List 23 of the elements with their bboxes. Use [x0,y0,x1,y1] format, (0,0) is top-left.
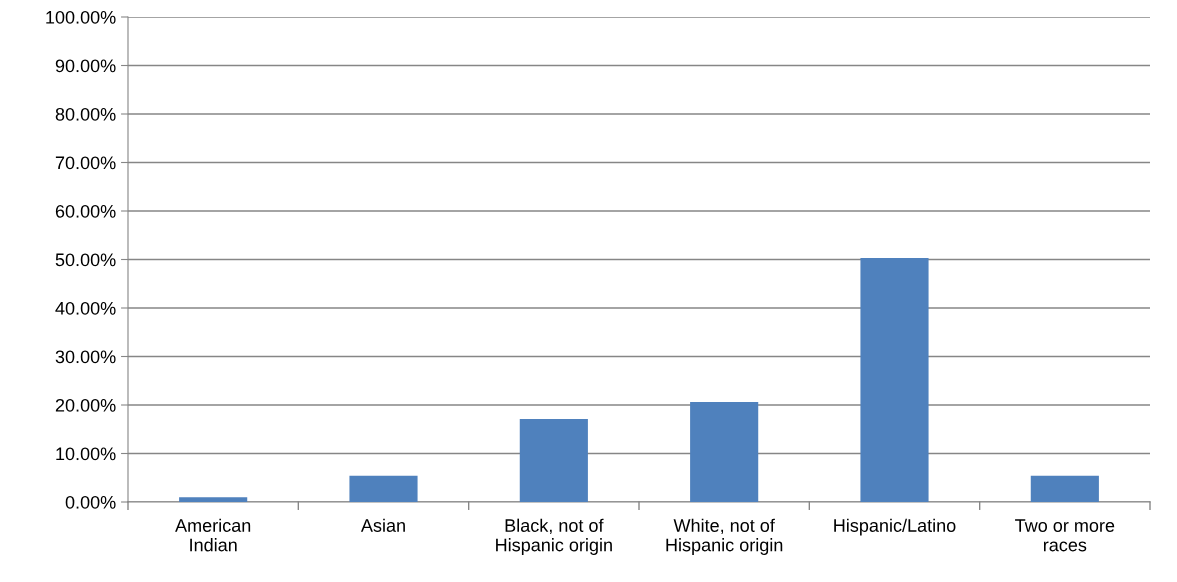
y-tick-label: 100.00% [46,10,116,24]
bar [860,258,929,502]
y-tick-label: 40.00% [55,301,116,315]
y-tick-label: 70.00% [55,156,116,170]
bar [179,497,248,502]
y-tick-label: 20.00% [55,398,116,412]
bar [690,402,759,502]
y-tick-label: 0.00% [65,495,116,509]
y-tick-label: 90.00% [55,59,116,73]
x-tick-label: Black, not of Hispanic origin [496,518,612,555]
x-tick-label: Hispanic/Latino [834,518,956,536]
y-tick-label: 30.00% [55,350,116,364]
y-tick-label: 60.00% [55,204,116,218]
x-tick-label: Asian [360,518,405,532]
y-tick-label: 10.00% [56,447,116,461]
bar [519,419,588,502]
bar [349,475,418,502]
y-tick-label: 80.00% [55,107,116,121]
x-tick-label: American Indian [175,518,251,552]
x-tick-label: White, not of Hispanic origin [666,518,783,555]
x-tick-label: Two or more races [1015,519,1115,552]
bar [1030,475,1099,502]
y-tick-label: 50.00% [55,253,116,267]
